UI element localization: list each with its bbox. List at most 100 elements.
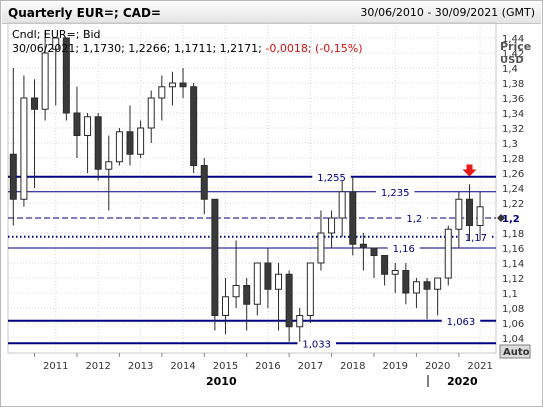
candle-body <box>349 191 357 245</box>
candle-body <box>275 273 283 290</box>
current-price-marker <box>497 214 505 222</box>
candle-body <box>211 198 219 316</box>
y-tick-label: 1,08 <box>502 304 524 315</box>
candle-body <box>423 281 431 290</box>
y-tick-label: 1,36 <box>502 94 524 105</box>
legend-change: -0,0018; (-0,15%) <box>265 42 362 55</box>
y-tick-label: 1,3 <box>502 139 518 150</box>
y-tick-label: 1,22 <box>502 199 524 210</box>
y-tick-label: 1,32 <box>502 124 524 135</box>
candle-body <box>105 161 113 170</box>
level-label-bg <box>401 212 428 224</box>
y-tick-label: 1,06 <box>502 319 524 330</box>
candle-body <box>381 255 389 275</box>
candle-body <box>62 37 70 114</box>
candle-body <box>370 247 378 256</box>
candle-body <box>412 281 420 294</box>
y-tick-label: 1,42 <box>502 49 524 60</box>
y-tick-label: 1,1 <box>502 289 518 300</box>
y-tick-label: 1,4 <box>502 64 518 75</box>
y-tick-label: 1,14 <box>502 259 524 270</box>
grid-lines <box>8 23 496 353</box>
y-tick-label: 1,34 <box>502 109 524 120</box>
legend-values: 30/06/2021; 1,1730; 1,2266; 1,1711; 1,21… <box>12 42 265 55</box>
level-label-bg <box>459 230 492 243</box>
level-label: 1,255 <box>317 173 346 184</box>
candle-body <box>179 82 187 88</box>
candle-body <box>84 116 92 136</box>
legend-line-1: Cndl; EUR=; Bid <box>12 28 101 41</box>
x-tick-label: 2015 <box>213 361 238 372</box>
candle-body <box>338 191 346 219</box>
candle-body <box>9 153 17 200</box>
date-range: 30/06/2010 - 30/09/2021 (GMT) <box>360 6 535 19</box>
plot-area-border <box>7 22 497 354</box>
x-tick-label: 2018 <box>340 361 365 372</box>
y-tick-label: 1,28 <box>502 154 524 165</box>
decade-label-2020: 2020 <box>447 375 478 388</box>
candle-body <box>306 262 314 316</box>
y-tick-label: 1,04 <box>502 334 524 345</box>
currency-axis-label: USD <box>500 55 524 66</box>
y-tick-label: 1,24 <box>502 184 524 195</box>
x-tick-label: 2011 <box>43 361 68 372</box>
candle-body <box>232 285 240 298</box>
chart-title: Quarterly EUR=; CAD= <box>8 6 161 20</box>
y-tick-label: 1,44 <box>502 34 524 45</box>
candle-body <box>317 232 325 264</box>
x-tick-label: 2019 <box>382 361 407 372</box>
level-label: 1,063 <box>447 317 476 328</box>
candle-body <box>391 270 399 275</box>
candle-body <box>285 273 293 328</box>
candle-body <box>444 228 452 279</box>
candle-body <box>221 296 229 316</box>
legend-line-2: 30/06/2021; 1,1730; 1,2266; 1,1711; 1,21… <box>12 42 363 55</box>
y-tick-label: 1,26 <box>502 169 524 180</box>
red-arrow-icon <box>462 164 477 177</box>
candle-body <box>476 206 484 226</box>
candle-body <box>190 86 198 166</box>
y-tick-label: 1,12 <box>502 274 524 285</box>
y-tick-label: 1,16 <box>502 244 524 255</box>
candle-body <box>52 37 60 50</box>
candle-body <box>455 198 463 230</box>
y-axis: 1,04 1,06 1,08 1,1 1,12 1,14 1,16 1,18 1,2 1,22 1,… <box>497 34 524 345</box>
candle-body <box>137 127 145 155</box>
candle-body <box>73 112 81 136</box>
level-label: 1,033 <box>302 339 331 350</box>
candle-body <box>296 315 304 328</box>
candle-body <box>115 131 123 163</box>
candle-body <box>434 277 442 290</box>
candles <box>9 30 484 342</box>
candle-body <box>94 116 102 170</box>
auto-button[interactable]: Auto <box>499 344 531 359</box>
level-label-bg <box>441 314 481 327</box>
candle-body <box>41 52 49 110</box>
candle-body <box>253 262 261 305</box>
x-tick-label: 2021 <box>467 361 492 372</box>
level-label: 1,16 <box>393 244 415 255</box>
x-tick-label: 2016 <box>255 361 280 372</box>
y-tick-label: 1,18 <box>502 229 524 240</box>
x-tick-label: 2013 <box>128 361 153 372</box>
candle-body <box>126 131 134 155</box>
x-tick-label: 2014 <box>170 361 195 372</box>
level-label-bg <box>375 185 415 198</box>
level-label: 1,235 <box>381 188 410 199</box>
level-lines: 1,255 1,235 1,2 1,17 1,16 1,063 1,033 <box>8 170 496 350</box>
level-label: 1,17 <box>465 233 487 244</box>
y-tick-label: 1,2 <box>502 214 520 225</box>
candle-body <box>168 82 176 88</box>
candle-body <box>20 97 28 200</box>
candle-body <box>147 97 155 129</box>
candle-body <box>328 217 336 234</box>
auto-button-label: Auto <box>503 347 530 358</box>
level-label-bg <box>312 170 351 183</box>
candle-body <box>31 97 39 110</box>
candle-body <box>264 262 272 290</box>
candle-body <box>359 243 367 249</box>
x-axis: 2011 2012 2013 2014 2015 2016 2017 2018 2019 2020… <box>34 353 493 372</box>
level-label-bg <box>387 242 420 254</box>
candle-body <box>243 285 251 305</box>
